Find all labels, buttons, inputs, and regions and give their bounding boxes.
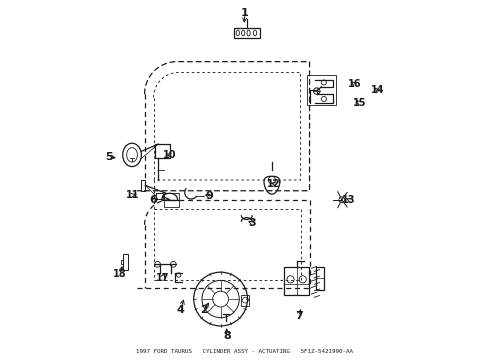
Text: 11: 11 bbox=[126, 190, 140, 200]
Text: 9: 9 bbox=[205, 191, 213, 201]
Text: 10: 10 bbox=[163, 150, 176, 160]
Bar bbox=[234, 28, 260, 39]
Text: 7: 7 bbox=[295, 311, 303, 321]
Ellipse shape bbox=[236, 30, 240, 36]
Text: 16: 16 bbox=[347, 79, 361, 89]
Text: 1: 1 bbox=[241, 8, 249, 18]
Text: 5: 5 bbox=[105, 152, 113, 162]
Bar bbox=[141, 180, 146, 191]
Text: 14: 14 bbox=[371, 85, 385, 95]
Ellipse shape bbox=[253, 30, 257, 36]
Text: 15: 15 bbox=[353, 98, 367, 108]
Bar bbox=[316, 267, 324, 290]
Bar bbox=[285, 267, 309, 296]
Text: 8: 8 bbox=[223, 331, 231, 341]
Bar bbox=[307, 75, 337, 105]
Text: 3: 3 bbox=[248, 218, 256, 228]
Text: 1997 FORD TAURUS   CYLINDER ASSY - ACTUATING   5F1Z-5421990-AA: 1997 FORD TAURUS CYLINDER ASSY - ACTUATI… bbox=[137, 349, 353, 354]
Text: 4: 4 bbox=[176, 305, 184, 315]
Ellipse shape bbox=[247, 30, 250, 36]
Text: 6: 6 bbox=[149, 195, 157, 205]
Ellipse shape bbox=[242, 30, 245, 36]
Bar bbox=[155, 144, 170, 158]
Text: 12: 12 bbox=[267, 179, 280, 189]
Text: 17: 17 bbox=[156, 273, 169, 283]
Bar bbox=[123, 254, 128, 270]
Text: 2: 2 bbox=[200, 305, 208, 315]
Text: 13: 13 bbox=[342, 195, 356, 205]
Bar bbox=[242, 295, 249, 306]
Bar bbox=[164, 193, 179, 207]
Bar bbox=[156, 193, 163, 199]
Text: 18: 18 bbox=[113, 269, 127, 279]
